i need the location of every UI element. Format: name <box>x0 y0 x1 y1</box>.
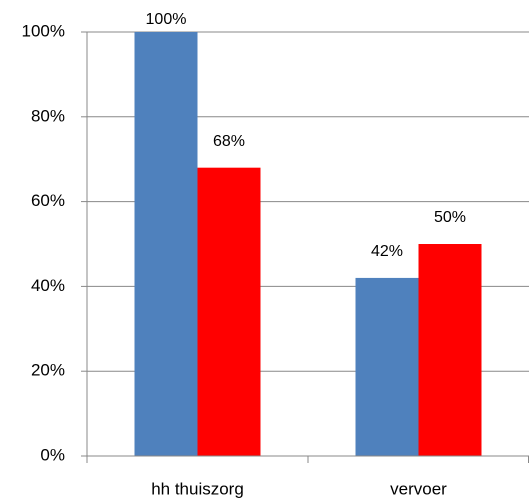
x-tick-label: hh thuiszorg <box>151 479 244 498</box>
x-tick-label: vervoer <box>390 479 447 498</box>
data-label: 50% <box>434 209 466 226</box>
data-label: 100% <box>146 11 187 28</box>
data-label: 42% <box>371 243 403 260</box>
y-tick-label: 100% <box>22 21 65 40</box>
bar <box>134 32 198 456</box>
y-tick-label: 20% <box>31 361 65 380</box>
bar <box>197 167 261 456</box>
bar <box>418 244 482 456</box>
y-tick-label: 60% <box>31 191 65 210</box>
y-tick-label: 0% <box>40 445 65 464</box>
y-tick-label: 80% <box>31 106 65 125</box>
bar <box>355 277 419 456</box>
data-label: 68% <box>213 133 245 150</box>
y-tick-label: 40% <box>31 276 65 295</box>
